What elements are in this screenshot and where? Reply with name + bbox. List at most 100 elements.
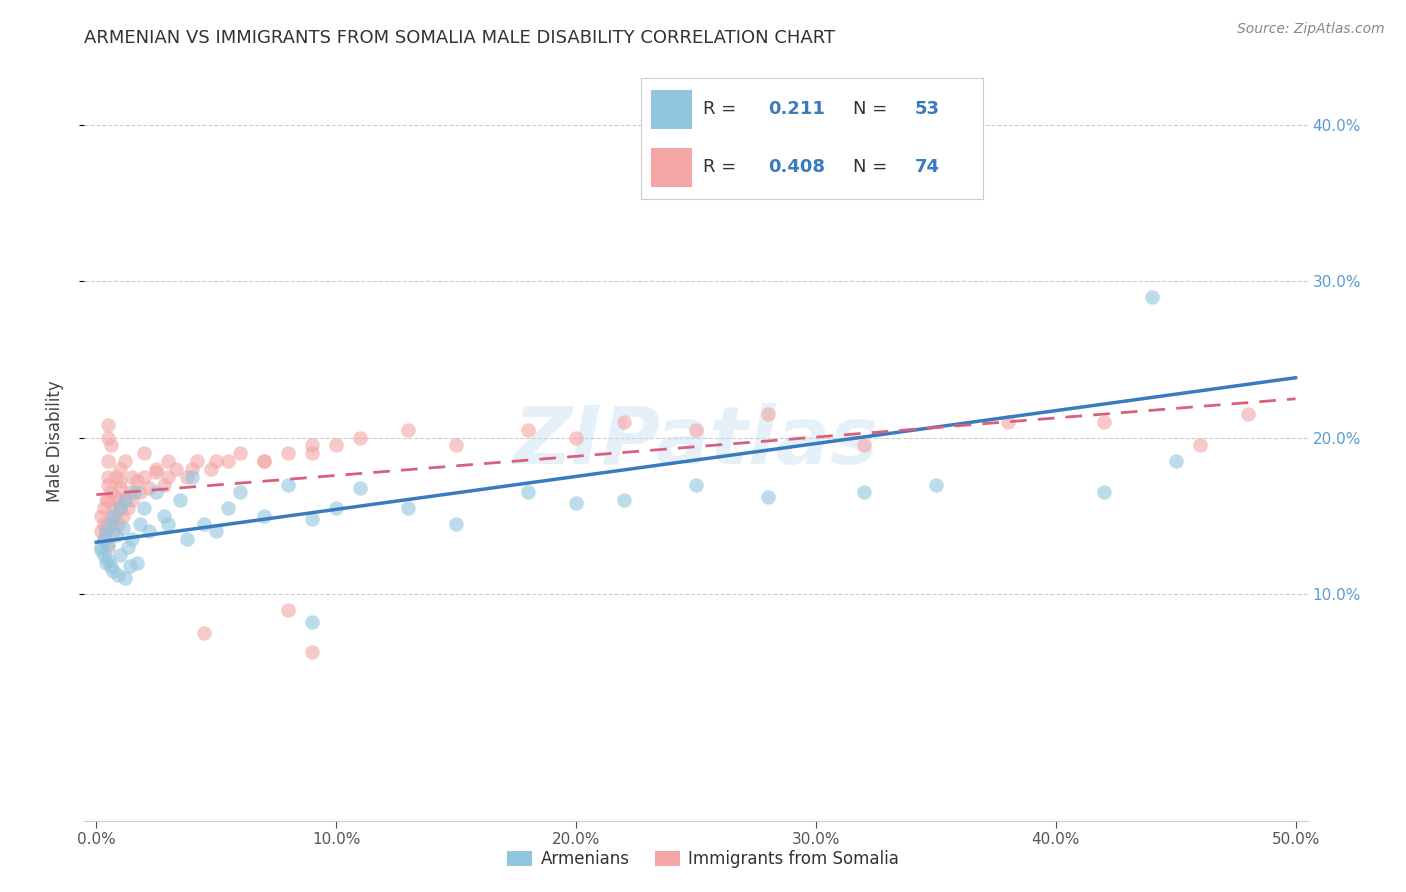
Immigrants from Somalia [97,493,120,508]
Immigrants from Somalia [565,431,588,445]
Armenians [1092,485,1115,500]
Immigrants from Somalia [110,481,132,495]
Armenians [685,477,707,491]
Text: Source: ZipAtlas.com: Source: ZipAtlas.com [1237,22,1385,37]
Immigrants from Somalia [145,462,167,476]
Armenians [97,537,120,551]
Immigrants from Somalia [94,524,117,539]
Immigrants from Somalia [101,500,124,515]
Immigrants from Somalia [90,524,112,539]
Immigrants from Somalia [229,446,252,460]
Armenians [613,493,636,508]
Armenians [97,552,120,566]
Armenians [100,558,122,573]
Armenians [444,516,467,531]
Immigrants from Somalia [114,493,136,508]
Immigrants from Somalia [97,418,120,433]
Armenians [107,568,129,582]
Immigrants from Somalia [97,469,120,483]
Immigrants from Somalia [121,469,143,483]
Armenians [565,496,588,510]
Armenians [349,481,371,495]
Immigrants from Somalia [301,438,323,452]
Immigrants from Somalia [217,454,239,468]
Armenians [325,500,347,515]
Immigrants from Somalia [325,438,347,452]
Immigrants from Somalia [1092,415,1115,429]
Armenians [396,500,419,515]
Immigrants from Somalia [101,524,124,539]
Armenians [121,533,143,547]
Armenians [181,469,204,483]
Armenians [124,485,146,500]
Armenians [169,493,191,508]
Armenians [100,516,122,531]
Armenians [176,533,198,547]
Immigrants from Somalia [444,438,467,452]
Immigrants from Somalia [1236,407,1258,421]
Armenians [118,558,141,573]
Immigrants from Somalia [301,645,323,659]
Immigrants from Somalia [852,438,875,452]
Immigrants from Somalia [997,415,1019,429]
Armenians [128,516,150,531]
Immigrants from Somalia [134,469,156,483]
Immigrants from Somalia [181,462,204,476]
Armenians [517,485,540,500]
Immigrants from Somalia [121,493,143,508]
Immigrants from Somalia [127,475,149,489]
Immigrants from Somalia [165,462,187,476]
Armenians [205,524,228,539]
Armenians [104,527,127,541]
Immigrants from Somalia [97,454,120,468]
Immigrants from Somalia [613,415,636,429]
Armenians [114,493,136,508]
Immigrants from Somalia [756,407,779,421]
Legend: Armenians, Immigrants from Somalia: Armenians, Immigrants from Somalia [501,844,905,875]
Text: ARMENIAN VS IMMIGRANTS FROM SOMALIA MALE DISABILITY CORRELATION CHART: ARMENIAN VS IMMIGRANTS FROM SOMALIA MALE… [84,29,835,47]
Immigrants from Somalia [517,423,540,437]
Immigrants from Somalia [349,431,371,445]
Immigrants from Somalia [176,469,198,483]
Immigrants from Somalia [152,477,174,491]
Immigrants from Somalia [1188,438,1211,452]
Armenians [127,556,149,570]
Armenians [925,141,948,155]
Armenians [277,477,299,491]
Immigrants from Somalia [118,485,141,500]
Armenians [94,524,117,539]
Text: ZIPatlas: ZIPatlas [513,402,879,481]
Armenians [114,571,136,585]
Armenians [1140,290,1163,304]
Armenians [110,548,132,562]
Armenians [301,512,323,526]
Armenians [90,543,112,558]
Armenians [117,540,139,554]
Armenians [101,564,124,578]
Armenians [138,524,160,539]
Y-axis label: Male Disability: Male Disability [45,381,63,502]
Armenians [134,500,156,515]
Immigrants from Somalia [100,485,122,500]
Immigrants from Somalia [145,465,167,479]
Immigrants from Somalia [90,508,112,523]
Armenians [101,508,124,523]
Immigrants from Somalia [301,446,323,460]
Armenians [193,516,215,531]
Immigrants from Somalia [94,493,117,508]
Armenians [93,548,115,562]
Immigrants from Somalia [186,454,208,468]
Immigrants from Somalia [104,469,127,483]
Immigrants from Somalia [100,512,122,526]
Immigrants from Somalia [110,500,132,515]
Immigrants from Somalia [107,516,129,531]
Armenians [157,516,180,531]
Armenians [217,500,239,515]
Immigrants from Somalia [253,454,276,468]
Immigrants from Somalia [93,500,115,515]
Immigrants from Somalia [97,477,120,491]
Armenians [253,508,276,523]
Immigrants from Somalia [100,438,122,452]
Immigrants from Somalia [200,462,222,476]
Armenians [756,490,779,504]
